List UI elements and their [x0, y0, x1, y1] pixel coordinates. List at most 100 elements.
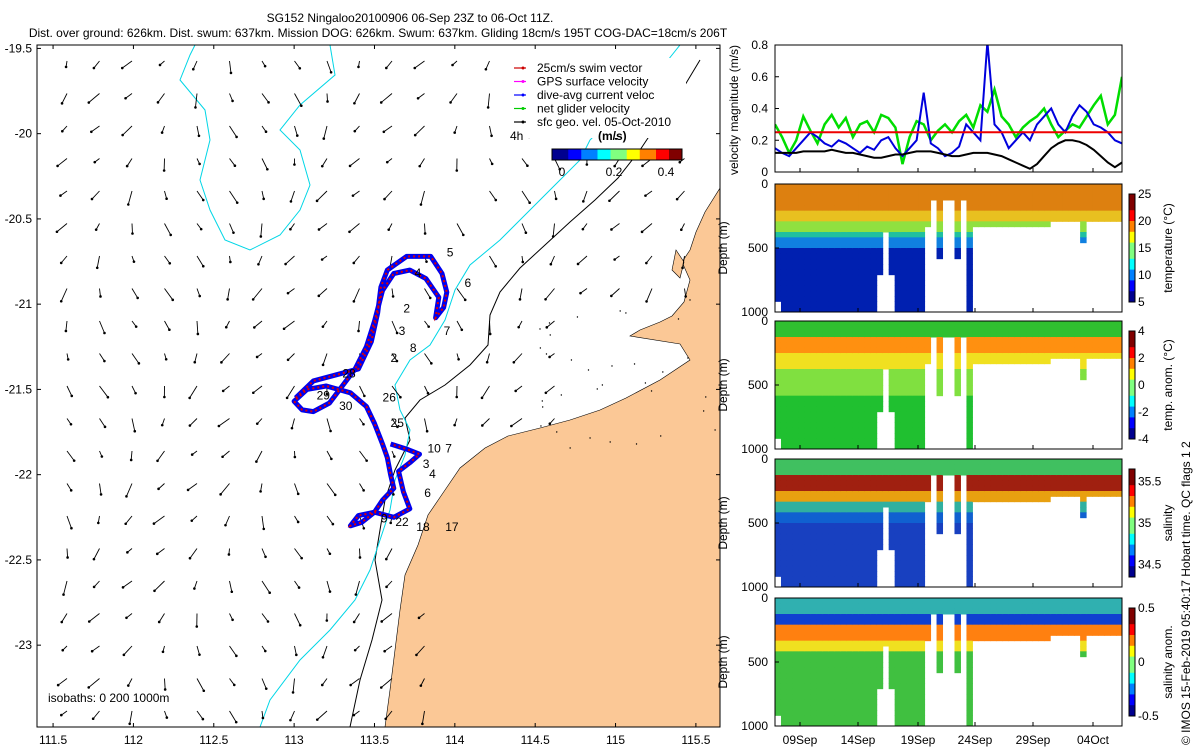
section-cell: [840, 306, 848, 313]
geo-velocity-vector: [229, 93, 233, 102]
section-cell: [810, 598, 818, 604]
section-cell: [894, 417, 902, 423]
geo-velocity-vector: [511, 418, 523, 427]
section-colorbar-tick: 35: [1138, 516, 1152, 530]
section-cell: [786, 301, 794, 308]
section-cell: [852, 337, 860, 343]
geo-velocity-head: [168, 261, 172, 265]
coast-dot: [677, 318, 680, 320]
section-cell: [780, 417, 788, 423]
section-cell: [780, 496, 788, 503]
section-cell: [1026, 216, 1033, 222]
section-cell: [798, 296, 806, 302]
section-colorbar-frame: [1128, 607, 1136, 717]
section-cell: [810, 301, 818, 308]
section-colorbar-cell: [1129, 613, 1135, 620]
section-colorbar-tick: 34.5: [1138, 558, 1162, 572]
section-cell: [804, 274, 812, 281]
section-cell: [912, 683, 920, 690]
section-cell: [775, 555, 782, 561]
section-cell: [804, 539, 812, 545]
section-cell: [1044, 635, 1051, 642]
section-cell: [1026, 608, 1033, 615]
section-cell: [792, 274, 800, 281]
section-cell: [882, 221, 890, 228]
section-cell: [900, 216, 908, 222]
section-cell: [786, 469, 794, 476]
section-cell: [852, 635, 860, 642]
section-cell: [918, 280, 926, 286]
section-cell: [1080, 221, 1087, 228]
section-cell: [840, 608, 848, 615]
section-cell: [936, 528, 944, 535]
section-cell: [972, 480, 979, 487]
section-cell: [828, 438, 836, 445]
section-cell: [852, 306, 860, 313]
section-cell: [870, 619, 878, 626]
section-cell: [792, 549, 800, 556]
section-colorbar-cell: [1129, 539, 1135, 546]
section-cell: [876, 635, 884, 642]
geo-velocity-head: [72, 459, 76, 462]
section-cell: [984, 321, 991, 327]
section-cell: [864, 533, 872, 540]
section-cell: [888, 459, 896, 465]
section-cell: [966, 285, 973, 292]
section-cell: [876, 512, 884, 519]
geo-velocity-head: [325, 619, 329, 622]
section-cell: [840, 264, 848, 270]
section-cell: [1038, 358, 1045, 365]
section-cell: [822, 200, 830, 206]
section-cell: [984, 635, 991, 642]
section-cell: [876, 194, 884, 201]
geo-velocity-vector: [391, 353, 398, 362]
section-cell: [1086, 184, 1093, 190]
section-cell: [834, 475, 842, 481]
section-cell: [858, 507, 866, 513]
section-cell: [822, 306, 830, 313]
section-cell: [852, 539, 860, 545]
section-cell: [780, 614, 788, 620]
section-cell: [1062, 326, 1069, 333]
section-cell: [775, 459, 782, 465]
section-cell: [798, 485, 806, 492]
section-cell: [858, 603, 866, 610]
geo-velocity-vector: [450, 93, 458, 103]
section-cell: [900, 401, 908, 407]
section-cell: [894, 296, 902, 302]
section-cell: [1068, 205, 1075, 212]
section-cell: [798, 290, 806, 297]
section-cell: [876, 232, 884, 238]
section-cell: [816, 635, 824, 642]
section-cell: [858, 651, 866, 658]
section-cell: [1038, 491, 1045, 497]
section-cell: [822, 539, 830, 545]
section-cell: [822, 528, 830, 535]
coast-dot: [687, 357, 689, 359]
section-cell: [1074, 475, 1081, 481]
geo-velocity-vector: [326, 515, 334, 525]
section-cell: [780, 321, 788, 327]
section-cell: [1002, 337, 1009, 343]
section-cell: [775, 598, 782, 604]
section-cell: [1098, 337, 1105, 343]
section-cell: [780, 184, 788, 190]
geo-velocity-head: [261, 716, 265, 720]
section-cell: [828, 614, 836, 620]
section-cell: [822, 523, 830, 529]
section-cell: [1050, 624, 1057, 631]
section-cell: [900, 374, 908, 381]
section-cell: [870, 326, 878, 333]
section-cell: [792, 438, 800, 445]
section-cell: [918, 560, 926, 567]
section-cell: [870, 469, 878, 476]
section-colorbar-cell: [1129, 221, 1135, 227]
geo-velocity-vector: [318, 288, 328, 297]
section-cell: [816, 560, 824, 567]
geo-velocity-vector: [196, 125, 200, 136]
section-cell: [894, 379, 902, 386]
section-cell: [822, 347, 830, 354]
geo-velocity-vector: [261, 678, 267, 689]
section-cell: [828, 576, 836, 583]
section-cell: [834, 656, 842, 663]
